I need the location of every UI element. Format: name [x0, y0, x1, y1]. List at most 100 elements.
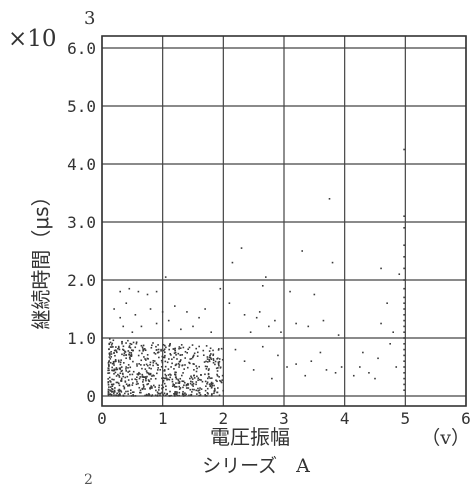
- data-point: [115, 368, 118, 371]
- data-point: [204, 373, 206, 376]
- y-tick-label: 4.0: [67, 155, 96, 174]
- data-point: [108, 393, 111, 396]
- data-point: [108, 342, 111, 345]
- data-point: [148, 367, 151, 369]
- data-point: [175, 363, 177, 366]
- data-point: [127, 371, 129, 373]
- data-point: [148, 394, 151, 396]
- data-point: [110, 381, 112, 383]
- data-point: [123, 392, 126, 395]
- data-point: [205, 385, 207, 388]
- data-point: [137, 373, 140, 375]
- data-point: [146, 293, 149, 296]
- data-point: [207, 393, 209, 395]
- data-point: [307, 325, 310, 328]
- data-point: [211, 382, 214, 385]
- data-point: [195, 365, 198, 367]
- data-point: [212, 358, 215, 360]
- data-point: [164, 360, 167, 363]
- data-point: [213, 390, 216, 393]
- data-point: [174, 349, 176, 352]
- data-point: [209, 354, 211, 357]
- data-point: [128, 345, 131, 347]
- data-point: [142, 387, 145, 389]
- data-point: [125, 302, 128, 304]
- data-point: [206, 365, 208, 368]
- data-point: [170, 394, 172, 397]
- data-point: [130, 343, 133, 346]
- data-point: [141, 352, 143, 355]
- data-point: [173, 393, 175, 395]
- data-point: [150, 367, 152, 370]
- data-point: [178, 391, 181, 394]
- data-point: [164, 394, 167, 397]
- data-point: [125, 357, 127, 360]
- data-point: [221, 358, 224, 361]
- data-point: [140, 344, 143, 347]
- data-point: [151, 375, 153, 377]
- data-point: [389, 343, 391, 345]
- data-point: [117, 359, 120, 362]
- data-point: [159, 392, 162, 395]
- data-point: [212, 353, 215, 356]
- data-point: [301, 250, 303, 252]
- x-tick-label: 0: [97, 409, 107, 428]
- data-point: [249, 331, 252, 333]
- data-point: [403, 148, 405, 151]
- data-point: [114, 354, 116, 357]
- data-point: [132, 391, 135, 393]
- data-point: [201, 380, 204, 383]
- data-point: [177, 379, 180, 382]
- data-point: [132, 394, 134, 396]
- data-point: [156, 391, 159, 393]
- data-point: [218, 376, 220, 378]
- data-point: [108, 361, 110, 363]
- data-point: [174, 392, 176, 395]
- data-point: [196, 393, 198, 395]
- data-point: [138, 377, 141, 380]
- data-point: [189, 382, 192, 385]
- data-point: [174, 390, 176, 393]
- data-point: [150, 395, 153, 397]
- x-tick-label: 2: [219, 409, 229, 428]
- data-point: [144, 358, 146, 360]
- data-point: [220, 381, 223, 384]
- data-point: [163, 349, 165, 352]
- data-point: [198, 391, 200, 394]
- data-point: [147, 394, 149, 397]
- data-point: [217, 367, 219, 369]
- data-point: [204, 395, 207, 397]
- data-point: [212, 359, 215, 362]
- data-point: [125, 390, 127, 393]
- data-point: [214, 360, 217, 363]
- data-point: [178, 347, 180, 350]
- data-point: [182, 346, 185, 349]
- data-point: [140, 359, 143, 362]
- data-point: [110, 353, 113, 355]
- data-point: [215, 367, 218, 370]
- data-point: [122, 375, 125, 378]
- data-point: [111, 342, 114, 345]
- data-point: [142, 379, 145, 381]
- data-point: [182, 390, 184, 393]
- data-point: [118, 384, 121, 387]
- data-point: [211, 393, 213, 395]
- data-point: [204, 380, 207, 383]
- data-point: [157, 344, 159, 346]
- data-point: [142, 350, 144, 352]
- data-point: [174, 347, 176, 350]
- data-point: [121, 369, 123, 372]
- data-point: [110, 383, 113, 386]
- data-point: [162, 394, 165, 396]
- data-point: [211, 384, 214, 387]
- data-point: [217, 363, 220, 366]
- data-point: [117, 373, 119, 376]
- data-point: [118, 361, 120, 363]
- data-point: [221, 374, 224, 377]
- data-point: [158, 356, 160, 359]
- data-point: [165, 388, 167, 391]
- data-point: [156, 369, 159, 371]
- data-point: [295, 322, 297, 325]
- data-point: [119, 368, 121, 371]
- data-point: [403, 287, 405, 290]
